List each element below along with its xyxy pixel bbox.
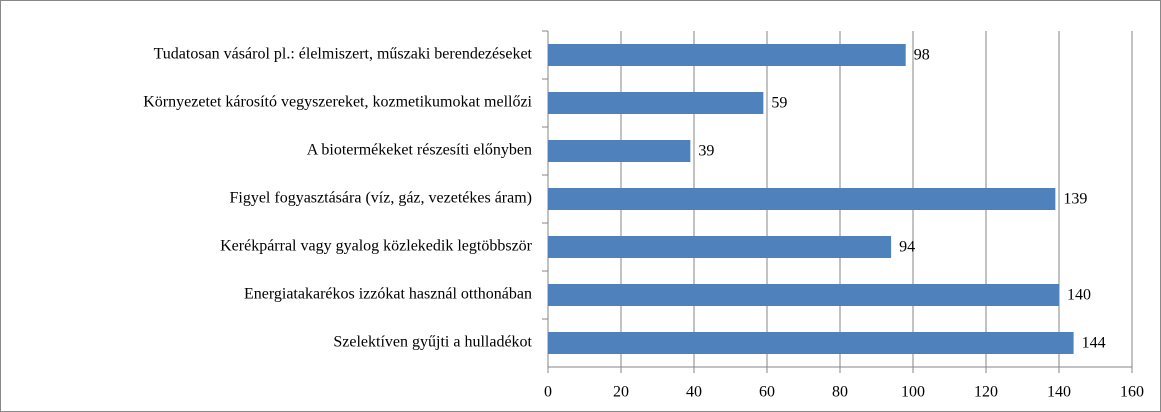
bar — [548, 188, 1056, 210]
x-tick-label: 140 — [1047, 384, 1071, 401]
y-tick-label: Kerékpárral vagy gyalog közlekedik legtö… — [220, 238, 533, 255]
bar — [548, 44, 906, 66]
data-label: 144 — [1082, 335, 1106, 352]
x-tick-label: 120 — [974, 384, 998, 401]
bar — [548, 332, 1074, 354]
data-label: 94 — [899, 239, 915, 256]
y-tick-label: A biotermékeket részesíti előnyben — [307, 142, 532, 159]
x-tick-label: 40 — [686, 384, 702, 401]
bar — [548, 284, 1059, 306]
x-tick-label: 0 — [544, 384, 552, 401]
y-tick-label: Szelektíven gyűjti a hulladékot — [333, 334, 532, 351]
x-tick-label: 160 — [1120, 384, 1144, 401]
bar — [548, 92, 764, 114]
data-label: 39 — [698, 143, 714, 160]
x-tick-label: 100 — [901, 384, 925, 401]
x-tick-label: 80 — [832, 384, 848, 401]
y-tick-label: Környezetet károsító vegyszereket, kozme… — [143, 94, 532, 111]
data-label: 139 — [1063, 191, 1087, 208]
y-tick-label: Tudatosan vásárol pl.: élelmiszert, műsz… — [154, 46, 533, 63]
bar — [548, 236, 892, 258]
x-tick-label: 20 — [613, 384, 629, 401]
x-tick-label: 60 — [759, 384, 775, 401]
data-label: 140 — [1067, 287, 1091, 304]
bar — [548, 140, 691, 162]
y-tick-label: Figyel fogyasztására (víz, gáz, vezetéke… — [229, 190, 532, 207]
data-label: 59 — [771, 95, 787, 112]
data-label: 98 — [914, 47, 930, 64]
y-tick-label: Energiatakarékos izzókat használ otthoná… — [244, 286, 532, 303]
